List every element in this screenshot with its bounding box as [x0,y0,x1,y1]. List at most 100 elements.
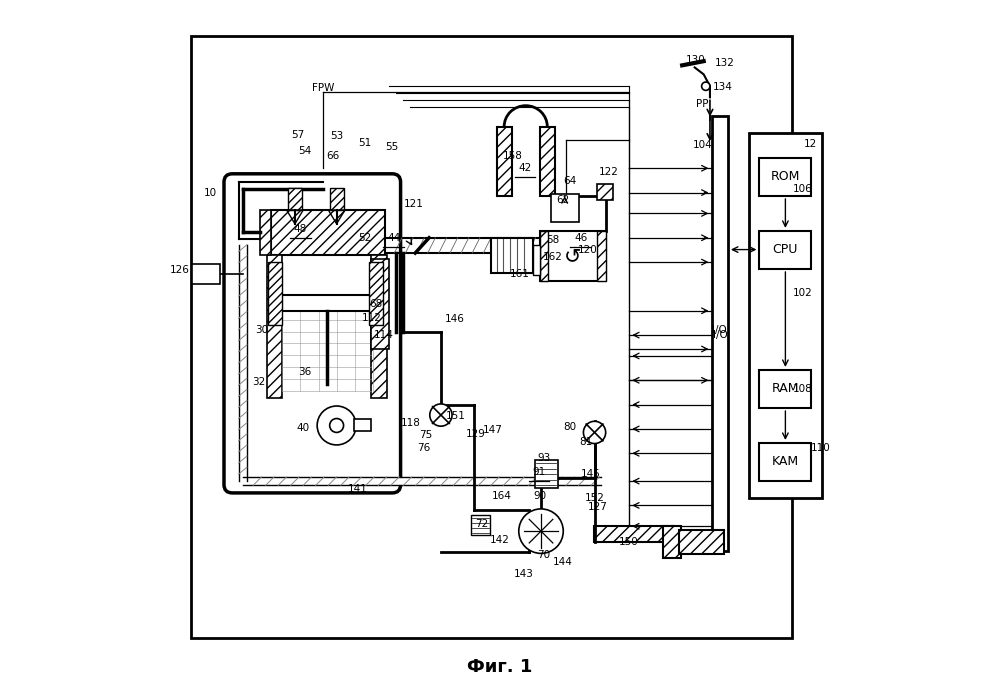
Text: 46: 46 [574,233,587,244]
Text: 57: 57 [291,130,304,140]
Text: 90: 90 [533,491,546,501]
Bar [759,443,811,481]
Text: 80: 80 [564,422,577,432]
Bar [330,188,344,210]
Text: 75: 75 [419,430,432,440]
Text: 143: 143 [514,569,534,579]
Text: 144: 144 [553,558,573,567]
Text: 130: 130 [685,54,705,65]
Circle shape [430,404,452,426]
Bar [267,255,282,398]
Bar [759,370,811,408]
Circle shape [317,406,356,445]
Text: Фиг. 1: Фиг. 1 [467,658,533,676]
Circle shape [519,509,563,554]
Text: 164: 164 [491,491,511,501]
Text: 134: 134 [713,82,732,92]
Text: 81: 81 [580,437,593,447]
Text: 70: 70 [537,551,550,560]
Text: ROM: ROM [771,170,800,183]
Bar [663,526,681,558]
Text: PP: PP [696,99,709,110]
Text: 145: 145 [581,469,601,479]
Text: 162: 162 [543,251,563,262]
Text: 161: 161 [510,269,529,279]
Bar [540,126,555,196]
Text: 102: 102 [793,288,812,298]
Text: CPU: CPU [773,243,798,256]
Bar [540,231,606,281]
Text: I/O: I/O [712,325,727,335]
Text: 126: 126 [170,265,190,275]
Text: 42: 42 [518,163,532,173]
Bar [282,295,371,311]
Text: 10: 10 [204,188,217,198]
Text: RAM: RAM [772,382,799,395]
Circle shape [702,82,710,90]
Bar [540,231,548,281]
Bar [288,188,302,210]
Text: 91: 91 [532,467,546,477]
Text: FPW: FPW [312,83,335,94]
Bar [497,126,512,196]
Text: 141: 141 [348,484,368,494]
Text: 36: 36 [298,367,311,377]
Text: 66: 66 [327,151,340,161]
Text: 72: 72 [475,519,489,529]
Bar [749,133,822,498]
Text: 146: 146 [445,314,465,324]
Bar [679,530,724,554]
Bar [759,231,811,269]
Text: 112: 112 [361,313,381,322]
Bar [712,116,728,551]
Text: 121: 121 [404,200,424,209]
FancyBboxPatch shape [224,174,401,493]
Bar [191,36,792,637]
Text: 104: 104 [692,140,712,150]
Text: 52: 52 [358,232,371,243]
Text: $\circlearrowleft$: $\circlearrowleft$ [559,246,581,266]
Text: 32: 32 [252,378,265,387]
Text: 110: 110 [811,443,830,453]
Text: 120: 120 [578,244,597,255]
Text: 106: 106 [793,184,812,194]
Text: 132: 132 [715,57,734,68]
Text: 147: 147 [482,425,502,436]
Bar [597,184,613,200]
Text: 53: 53 [330,131,343,140]
Text: I/O: I/O [713,330,727,340]
Text: 48: 48 [294,225,307,235]
Bar [192,264,220,283]
Text: 142: 142 [489,535,509,545]
Bar [594,526,674,542]
Text: 127: 127 [588,502,608,512]
Text: 122: 122 [599,167,618,177]
Text: 158: 158 [503,151,523,161]
Text: 114: 114 [374,330,394,340]
Text: 150: 150 [619,537,638,547]
Text: 62: 62 [556,195,569,205]
Text: 40: 40 [297,422,310,433]
Bar [597,231,606,281]
Circle shape [583,422,606,443]
Bar [268,262,282,325]
Text: 51: 51 [359,138,372,147]
Bar [260,210,271,255]
Text: 44: 44 [387,233,400,244]
Bar [371,255,387,398]
Bar [535,460,558,488]
Text: 12: 12 [804,139,817,149]
Text: 151: 151 [446,411,465,422]
Text: 54: 54 [298,146,311,156]
Text: KAM: KAM [772,455,799,468]
Text: 152: 152 [585,493,604,503]
Bar [354,419,371,431]
Text: 76: 76 [417,443,430,453]
Text: 58: 58 [546,235,559,245]
Text: 30: 30 [255,325,268,334]
Text: 108: 108 [793,384,812,394]
Bar [471,515,490,535]
Bar [551,194,579,222]
Circle shape [330,419,344,433]
Text: 118: 118 [401,418,421,429]
